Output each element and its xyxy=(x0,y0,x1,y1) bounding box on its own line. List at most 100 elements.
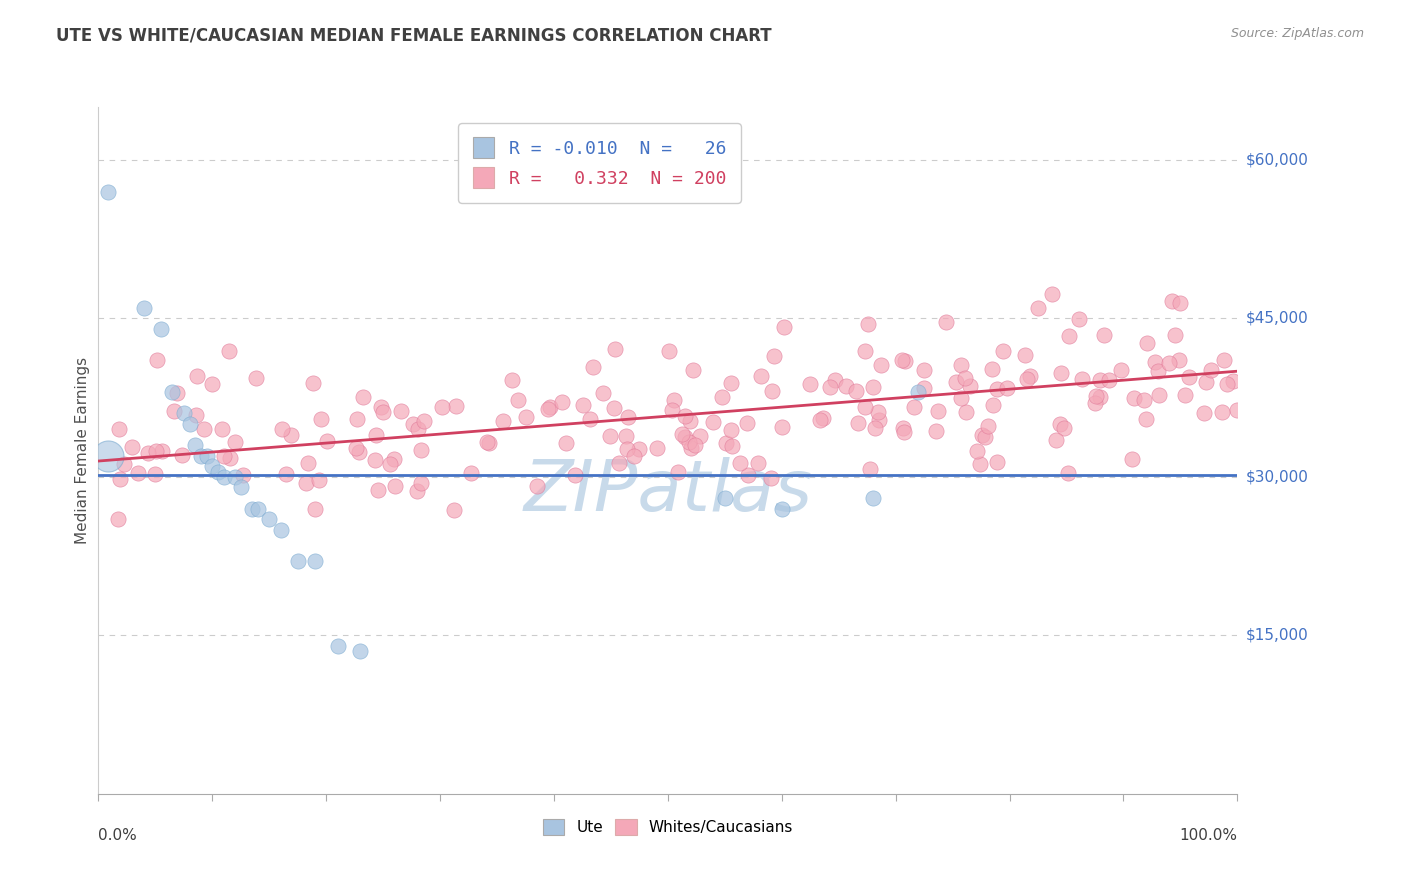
Point xyxy=(1018,369,1040,384)
Point xyxy=(993,344,1015,359)
Text: $60,000: $60,000 xyxy=(1246,153,1309,168)
Point xyxy=(367,483,389,498)
Point xyxy=(370,401,392,415)
Point xyxy=(1090,373,1112,387)
Point xyxy=(1160,294,1182,309)
Point xyxy=(678,434,700,449)
Point xyxy=(1050,366,1073,380)
Point xyxy=(1067,311,1090,326)
Point xyxy=(1056,466,1078,480)
Point xyxy=(763,350,786,364)
Point xyxy=(170,448,193,462)
Point xyxy=(972,427,994,442)
Point xyxy=(384,479,406,493)
Point xyxy=(146,352,169,367)
Point xyxy=(295,476,318,491)
Point xyxy=(308,473,330,487)
Text: 100.0%: 100.0% xyxy=(1180,828,1237,843)
Point xyxy=(432,401,454,415)
Point xyxy=(1135,411,1157,425)
Point xyxy=(863,421,886,435)
Point xyxy=(603,401,626,416)
Point xyxy=(219,450,242,465)
Point xyxy=(810,413,832,427)
Point xyxy=(582,360,605,375)
Point xyxy=(995,381,1018,395)
Point xyxy=(1049,417,1071,431)
Point xyxy=(382,451,405,466)
Point xyxy=(110,472,132,486)
Text: UTE VS WHITE/CAUCASIAN MEDIAN FEMALE EARNINGS CORRELATION CHART: UTE VS WHITE/CAUCASIAN MEDIAN FEMALE EAR… xyxy=(56,27,772,45)
Point xyxy=(184,409,207,423)
Legend: Ute, Whites/Caucasians: Ute, Whites/Caucasians xyxy=(537,813,799,841)
Point xyxy=(1216,377,1239,392)
Point xyxy=(1144,354,1167,368)
Point xyxy=(477,434,499,449)
Point xyxy=(623,450,645,464)
Point xyxy=(666,465,689,479)
Point xyxy=(478,436,501,450)
Point xyxy=(409,476,432,491)
Point xyxy=(259,512,281,526)
Point xyxy=(276,467,298,482)
Point xyxy=(824,373,846,387)
Point xyxy=(508,393,530,408)
Point xyxy=(1174,387,1197,401)
Point xyxy=(661,403,683,417)
Point xyxy=(179,417,201,431)
Point xyxy=(689,429,711,443)
Point xyxy=(150,444,173,458)
Point xyxy=(950,358,973,372)
Point xyxy=(770,501,793,516)
Point xyxy=(195,449,218,463)
Point xyxy=(592,386,614,401)
Point xyxy=(193,422,215,436)
Point xyxy=(868,404,890,418)
Point xyxy=(862,380,884,394)
Point xyxy=(501,373,523,387)
Point xyxy=(304,501,326,516)
Point xyxy=(515,409,537,424)
Point xyxy=(378,457,401,471)
Point xyxy=(444,399,467,413)
Point xyxy=(229,480,252,494)
Point xyxy=(657,344,679,359)
Point xyxy=(853,400,876,414)
Point xyxy=(711,390,734,404)
Point xyxy=(759,471,782,485)
Point xyxy=(973,429,995,443)
Point xyxy=(945,375,967,389)
Point xyxy=(747,456,769,470)
Point xyxy=(1092,327,1115,342)
Point xyxy=(1199,362,1222,376)
Point xyxy=(1026,301,1049,315)
Point xyxy=(859,461,882,475)
Point xyxy=(959,379,981,393)
Point xyxy=(770,420,793,434)
Point xyxy=(402,417,425,431)
Point xyxy=(846,417,869,431)
Point xyxy=(714,491,737,505)
Text: $15,000: $15,000 xyxy=(1246,628,1309,643)
Point xyxy=(1084,389,1107,403)
Point xyxy=(1195,375,1218,389)
Point xyxy=(413,414,436,428)
Point xyxy=(1121,452,1143,467)
Point xyxy=(1192,406,1215,420)
Point xyxy=(150,322,173,336)
Point xyxy=(673,430,696,444)
Point xyxy=(662,393,685,408)
Point xyxy=(977,419,1000,434)
Point xyxy=(1178,369,1201,384)
Point xyxy=(607,456,630,470)
Point xyxy=(143,467,166,481)
Point xyxy=(645,441,668,455)
Y-axis label: Median Female Earnings: Median Female Earnings xyxy=(75,357,90,544)
Point xyxy=(270,523,292,537)
Point xyxy=(245,371,267,385)
Point xyxy=(212,470,235,484)
Point xyxy=(218,343,240,358)
Point xyxy=(862,491,884,505)
Point xyxy=(309,412,332,426)
Point xyxy=(1084,396,1107,410)
